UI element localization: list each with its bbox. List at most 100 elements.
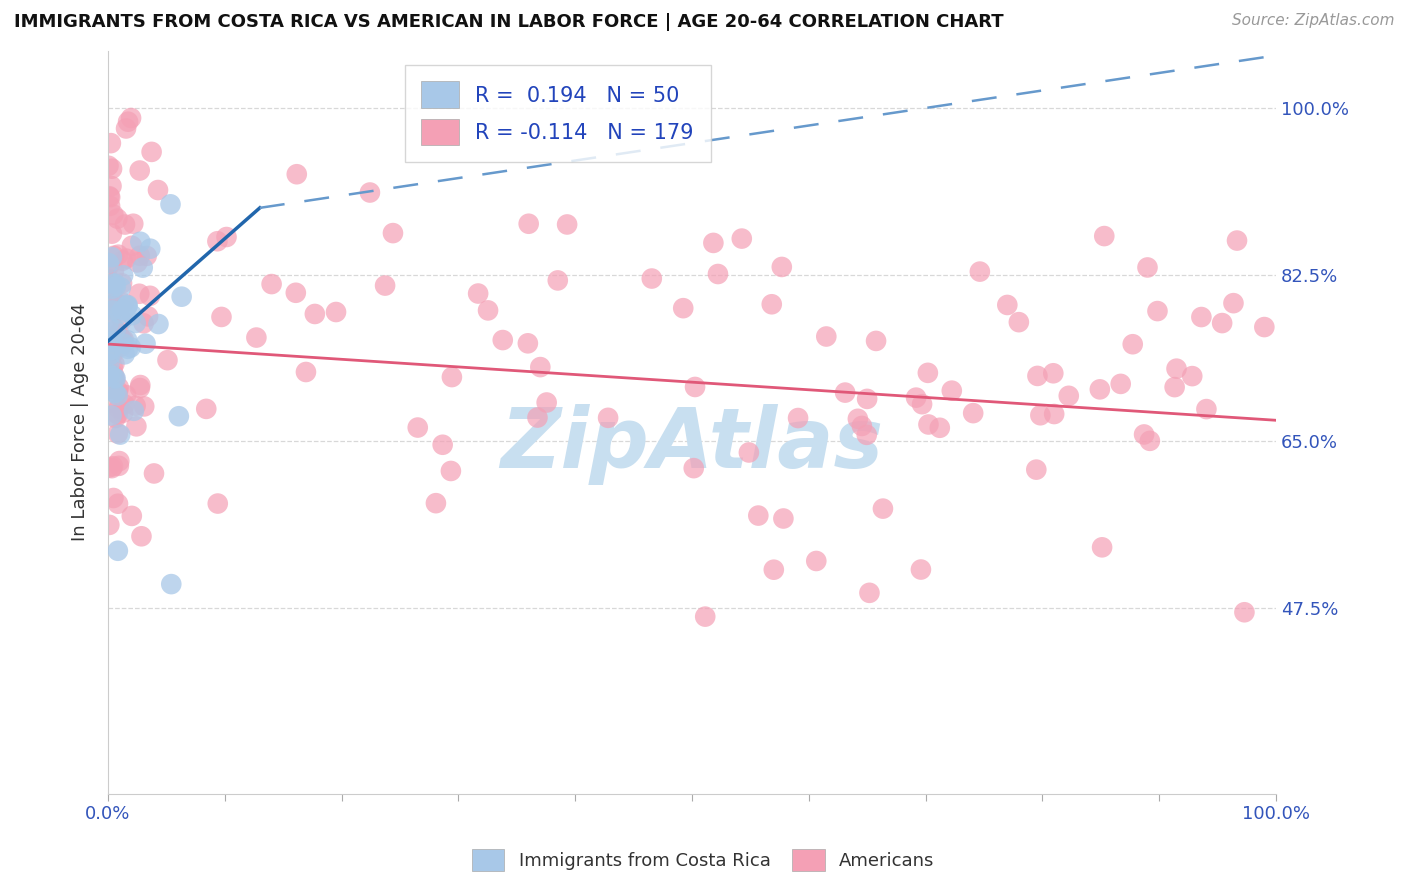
- Point: [125, 419, 148, 434]
- Point: [107, 326, 129, 340]
- Point: [100, 368, 122, 383]
- Point: [1133, 427, 1156, 442]
- Point: [100, 335, 122, 350]
- Point: [1042, 366, 1064, 380]
- Point: [1091, 541, 1114, 555]
- Point: [107, 543, 129, 558]
- Point: [856, 392, 879, 406]
- Point: [108, 427, 131, 442]
- Point: [111, 277, 134, 291]
- Point: [1222, 296, 1244, 310]
- Point: [121, 508, 143, 523]
- Point: [101, 459, 124, 474]
- Point: [1136, 260, 1159, 275]
- Point: [146, 183, 169, 197]
- Point: [598, 410, 620, 425]
- Point: [104, 411, 127, 425]
- Point: [516, 336, 538, 351]
- Point: [761, 297, 783, 311]
- Point: [131, 529, 153, 543]
- Point: [672, 301, 695, 315]
- Point: [98, 334, 121, 349]
- Point: [148, 317, 170, 331]
- Point: [117, 114, 139, 128]
- Point: [910, 562, 932, 576]
- Point: [111, 253, 134, 268]
- Point: [962, 406, 984, 420]
- Point: [1026, 368, 1049, 383]
- Point: [114, 347, 136, 361]
- Point: [103, 357, 125, 371]
- Point: [115, 333, 138, 347]
- Point: [103, 336, 125, 351]
- Point: [101, 298, 124, 312]
- Point: [425, 496, 447, 510]
- Text: ZipAtlas: ZipAtlas: [501, 404, 883, 485]
- Point: [1029, 409, 1052, 423]
- Point: [211, 310, 233, 324]
- Point: [121, 239, 143, 253]
- Point: [104, 385, 127, 400]
- Point: [851, 419, 873, 434]
- Point: [97, 256, 120, 270]
- Text: IMMIGRANTS FROM COSTA RICA VS AMERICAN IN LABOR FORCE | AGE 20-64 CORRELATION CH: IMMIGRANTS FROM COSTA RICA VS AMERICAN I…: [14, 13, 1004, 31]
- Point: [477, 303, 499, 318]
- Point: [440, 464, 463, 478]
- Point: [167, 409, 190, 424]
- Point: [325, 305, 347, 319]
- Point: [747, 508, 769, 523]
- Point: [787, 411, 810, 425]
- Point: [100, 179, 122, 194]
- Point: [815, 329, 838, 343]
- Point: [120, 111, 142, 125]
- Point: [101, 461, 124, 475]
- Point: [731, 231, 754, 245]
- Point: [132, 260, 155, 275]
- Point: [1109, 376, 1132, 391]
- Point: [492, 333, 515, 347]
- Point: [115, 252, 138, 266]
- Point: [702, 235, 724, 250]
- Point: [103, 264, 125, 278]
- Point: [101, 303, 124, 318]
- Point: [98, 199, 121, 213]
- Point: [112, 268, 135, 283]
- Point: [115, 121, 138, 136]
- Point: [641, 271, 664, 285]
- Point: [159, 197, 181, 211]
- Point: [101, 250, 124, 264]
- Point: [806, 554, 828, 568]
- Point: [98, 357, 121, 371]
- Point: [110, 340, 132, 354]
- Point: [467, 286, 489, 301]
- Point: [122, 404, 145, 418]
- Point: [555, 218, 578, 232]
- Point: [969, 264, 991, 278]
- Point: [917, 417, 939, 432]
- Point: [101, 347, 124, 361]
- Point: [112, 333, 135, 347]
- Point: [110, 331, 132, 345]
- Point: [98, 369, 121, 384]
- Point: [97, 317, 120, 331]
- Point: [136, 310, 159, 324]
- Point: [135, 249, 157, 263]
- Point: [381, 226, 404, 240]
- Point: [128, 163, 150, 178]
- Point: [772, 511, 794, 525]
- Point: [865, 334, 887, 348]
- Point: [128, 381, 150, 395]
- Point: [107, 384, 129, 398]
- Point: [114, 218, 136, 232]
- Point: [108, 454, 131, 468]
- Point: [1088, 383, 1111, 397]
- Point: [117, 342, 139, 356]
- Point: [101, 227, 124, 241]
- Point: [374, 278, 396, 293]
- Point: [1189, 310, 1212, 324]
- Point: [111, 313, 134, 327]
- Point: [1025, 462, 1047, 476]
- Point: [128, 286, 150, 301]
- Point: [846, 412, 869, 426]
- Point: [207, 497, 229, 511]
